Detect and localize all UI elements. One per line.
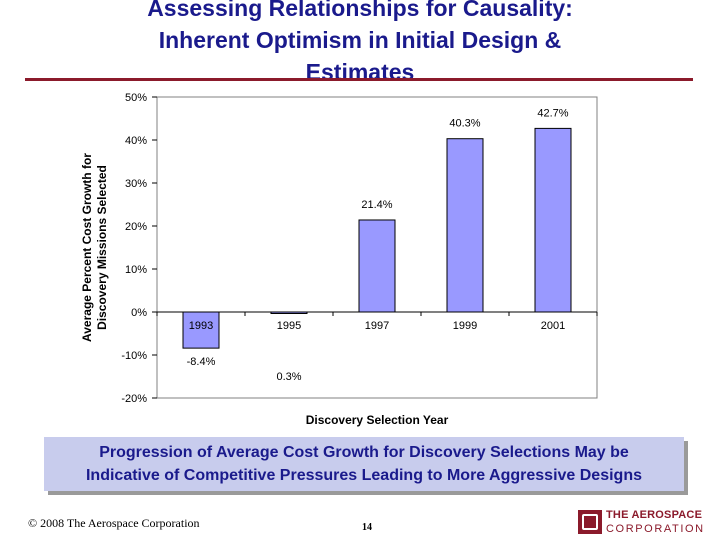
logo-text-line-2: CORPORATION: [606, 523, 705, 535]
logo-mark-icon: [578, 510, 602, 534]
x-axis-title: Discovery Selection Year: [306, 413, 449, 427]
aerospace-logo: THE AEROSPACE CORPORATION: [578, 509, 710, 537]
y-tick-label: 0%: [131, 307, 147, 319]
banner-line-1: Progression of Average Cost Growth for D…: [99, 444, 629, 461]
bar-1997: [358, 219, 396, 313]
title-line-1: Assessing Relationships for Causality:: [147, 0, 573, 21]
x-tick-label: 1995: [277, 320, 301, 332]
x-tick-label: 1999: [453, 320, 477, 332]
y-tick-label: -20%: [121, 393, 147, 405]
x-tick-label: 2001: [541, 320, 565, 332]
data-label: 42.7%: [537, 107, 568, 119]
y-tick-label: -10%: [121, 350, 147, 362]
logo-text-line-1: THE AEROSPACE: [606, 509, 703, 521]
conclusion-banner: Progression of Average Cost Growth for D…: [44, 437, 684, 491]
data-label: 21.4%: [361, 199, 392, 211]
y-tick-label: 20%: [125, 221, 147, 233]
page-number: 14: [362, 522, 372, 533]
y-tick-label: 10%: [125, 264, 147, 276]
banner-line-2: Indicative of Competitive Pressures Lead…: [85, 467, 642, 484]
title-line-2: Inherent Optimism in Initial Design &: [158, 27, 562, 53]
y-axis-title-line-2: Discovery Missions Selected: [95, 165, 109, 330]
bar-1999: [446, 138, 484, 313]
bar-1993: [182, 311, 220, 349]
title-divider: [25, 78, 693, 81]
bar-2001: [534, 127, 572, 313]
data-label: 0.3%: [276, 371, 301, 383]
x-tick-label: 1993: [189, 320, 213, 332]
y-tick-label: 50%: [125, 92, 147, 104]
y-axis-title-line-1: Average Percent Cost Growth for: [80, 153, 94, 342]
x-tick-label: 1997: [365, 320, 389, 332]
copyright-text: © 2008 The Aerospace Corporation: [28, 516, 200, 530]
data-label: 40.3%: [449, 118, 480, 130]
y-tick-label: 30%: [125, 178, 147, 190]
data-label: -8.4%: [187, 356, 216, 368]
bar-1995: [270, 311, 308, 314]
y-tick-label: 40%: [125, 135, 147, 147]
